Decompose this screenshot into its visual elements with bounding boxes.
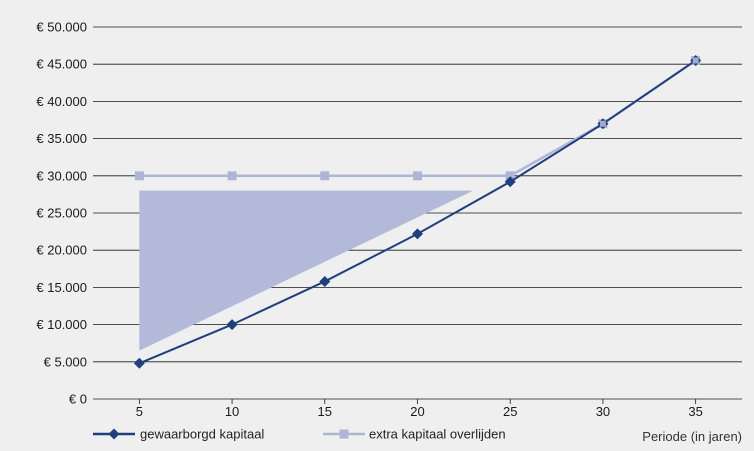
data-point [504, 176, 516, 188]
x-tick-label: 15 [318, 404, 332, 419]
y-tick-label: € 20.000 [36, 243, 87, 258]
x-tick-label: 30 [596, 404, 610, 419]
y-tick-label: € 50.000 [36, 20, 87, 35]
legend-label: extra kapitaal overlijden [369, 427, 506, 442]
data-point [339, 429, 349, 439]
x-tick-label: 10 [225, 404, 239, 419]
data-point [133, 357, 145, 369]
data-point [320, 171, 330, 181]
data-point [413, 171, 422, 181]
x-tick-label: 25 [503, 404, 517, 419]
x-axis-title: Periode (in jaren) [642, 429, 742, 444]
data-point [412, 228, 423, 240]
annotation-area [139, 190, 474, 351]
x-tick-label: 5 [136, 404, 143, 419]
y-tick-label: € 35.000 [36, 131, 87, 146]
series-layer [133, 54, 702, 369]
data-point [226, 319, 238, 331]
data-point [692, 57, 699, 64]
data-point [505, 171, 515, 181]
data-point [599, 120, 606, 127]
y-tick-label: € 25.000 [36, 206, 87, 221]
legend-item: extra kapitaal overlijden [323, 427, 506, 442]
y-tick-label: € 40.000 [36, 94, 87, 109]
y-tick-label: € 45.000 [36, 57, 87, 72]
y-tick-label: € 5.000 [44, 354, 87, 369]
y-tick-label: € 15.000 [36, 280, 87, 295]
legend: gewaarborgd kapitaal extra kapitaal overl… [93, 427, 506, 442]
axes: € 0 € 5.000 € 10.000 € 15.000 € 20.000 € 25.0… [36, 20, 742, 445]
legend-label: gewaarborgd kapitaal [140, 427, 264, 442]
x-tick-label: 35 [688, 404, 702, 419]
x-tick-label: 20 [410, 404, 424, 419]
data-point [227, 171, 237, 181]
data-point [108, 428, 120, 440]
shaded-triangle [139, 190, 474, 351]
y-tick-label: € 30.000 [36, 168, 87, 183]
y-tick-label: € 0 [69, 392, 87, 407]
data-point [134, 171, 144, 181]
y-tick-label: € 10.000 [36, 317, 87, 332]
series-extra-kapitaal-overlijden [134, 55, 701, 181]
legend-item: gewaarborgd kapitaal [93, 427, 264, 442]
data-point [319, 275, 331, 287]
